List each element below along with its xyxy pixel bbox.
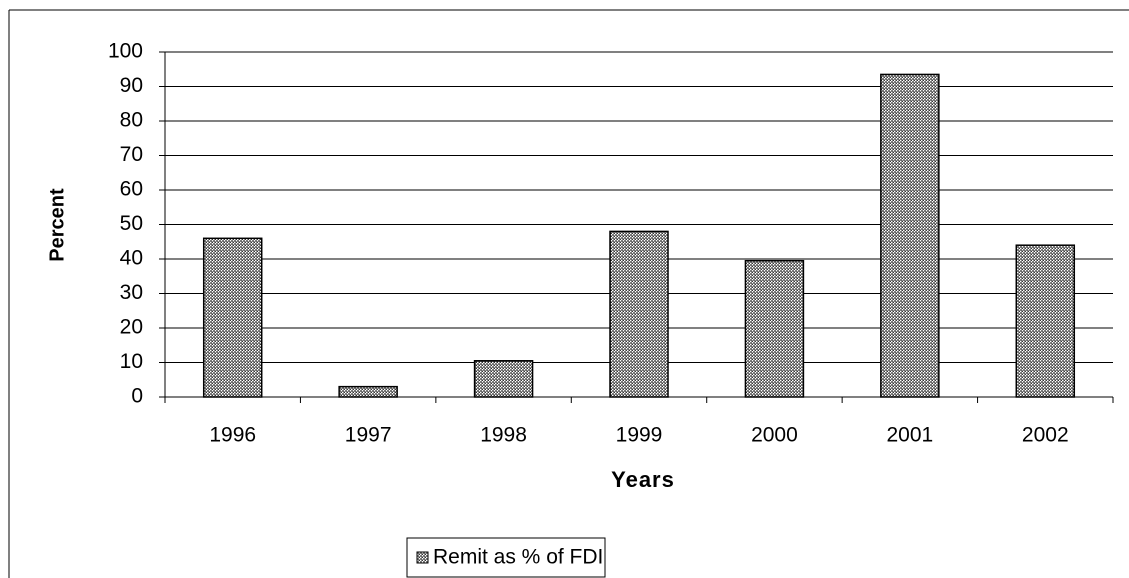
legend-label: Remit as % of FDI: [433, 546, 603, 569]
bar: [744, 259, 805, 398]
bar: [473, 360, 534, 398]
x-tick-label: 1999: [616, 424, 663, 447]
y-tick-label: 50: [120, 212, 143, 235]
bar: [609, 230, 669, 398]
y-tick-label: 20: [120, 316, 143, 339]
bar: [880, 73, 940, 398]
y-tick-label: 10: [120, 350, 143, 373]
y-tick-label: 0: [131, 385, 143, 408]
y-tick-label: 60: [120, 178, 143, 201]
y-tick-label: 70: [120, 143, 143, 166]
bar: [1015, 244, 1076, 398]
y-tick-label: 90: [120, 74, 143, 97]
y-tick-label: 30: [120, 281, 143, 304]
y-tick-label: 100: [108, 40, 143, 63]
x-tick-label: 1997: [345, 424, 392, 447]
x-axis-label: Years: [611, 467, 675, 492]
x-tick-label: 2000: [751, 424, 798, 447]
x-tick-label: 1998: [480, 424, 527, 447]
bar: [338, 385, 398, 398]
legend-swatch: [416, 551, 429, 564]
y-tick-label: 40: [120, 247, 143, 270]
y-tick-label: 80: [120, 109, 143, 132]
bar: [202, 237, 263, 398]
legend-box: [406, 537, 606, 578]
y-axis-label: Percent: [46, 188, 68, 262]
x-tick-label: 1996: [209, 424, 256, 447]
x-tick-label: 2001: [886, 424, 933, 447]
x-tick-label: 2002: [1022, 424, 1069, 447]
